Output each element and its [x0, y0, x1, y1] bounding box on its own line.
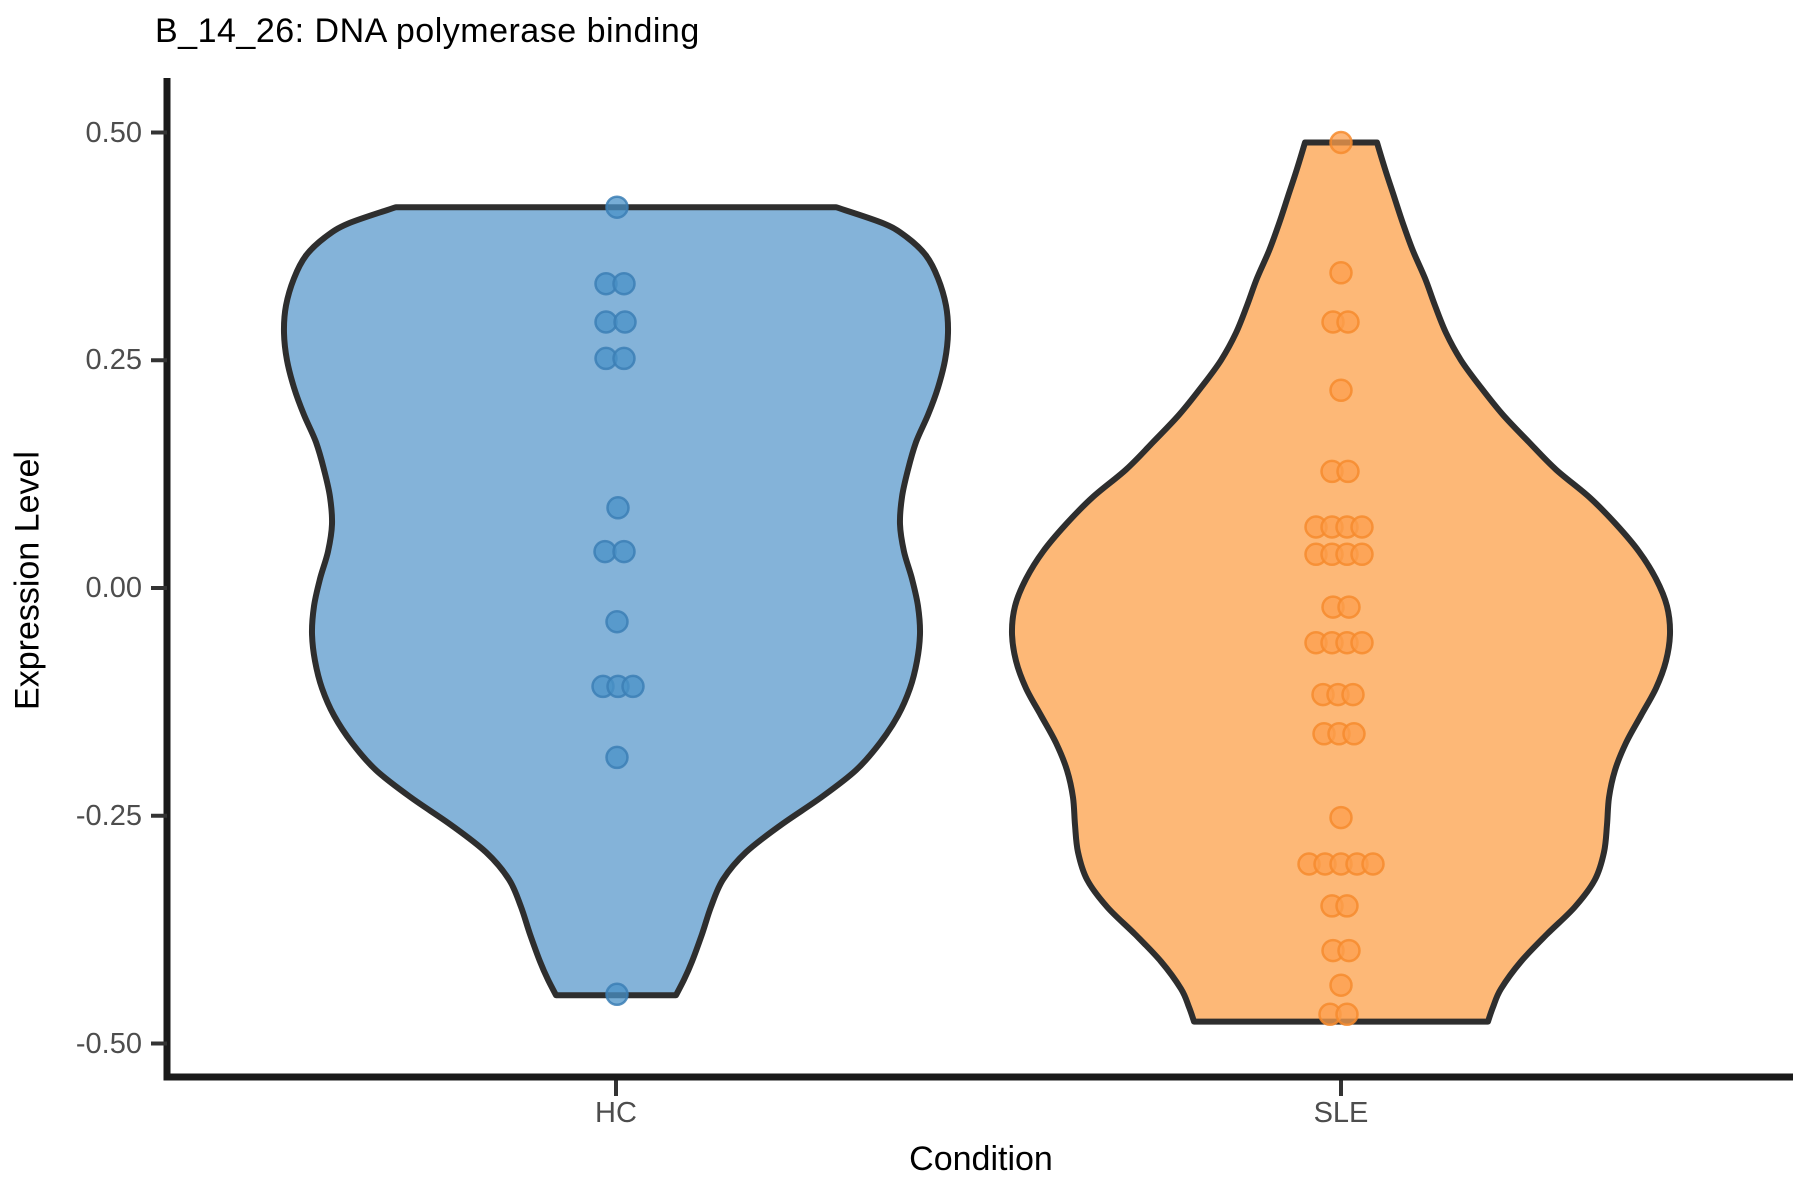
data-point-hc	[612, 539, 636, 564]
y-tick-label: 0.50	[85, 116, 142, 149]
data-point-sle	[1329, 378, 1353, 403]
y-tick-label: -0.50	[75, 1027, 142, 1060]
data-point-hc	[605, 982, 629, 1007]
data-point-sle	[1329, 973, 1353, 997]
data-point-sle	[1350, 542, 1374, 567]
data-point-sle	[1350, 515, 1374, 539]
data-point-sle	[1337, 938, 1361, 963]
data-point-sle	[1336, 459, 1360, 484]
data-point-sle	[1335, 894, 1359, 918]
y-tick-label: -0.25	[75, 799, 142, 832]
data-point-hc	[606, 496, 630, 520]
data-point-hc	[613, 310, 637, 334]
data-point-hc	[605, 195, 629, 219]
x-axis-title: Condition	[909, 1140, 1053, 1178]
y-tick-label: 0.25	[85, 344, 142, 377]
data-point-sle	[1335, 1002, 1359, 1027]
data-point-sle	[1350, 630, 1374, 655]
data-point-sle	[1329, 261, 1353, 285]
data-point-hc	[612, 346, 636, 371]
chart-title: B_14_26: DNA polymerase binding	[155, 12, 700, 50]
data-point-sle	[1361, 852, 1385, 876]
data-point-sle	[1329, 130, 1353, 155]
data-point-hc	[605, 609, 629, 634]
data-point-sle	[1337, 595, 1361, 619]
data-point-sle	[1341, 682, 1365, 707]
data-point-hc	[621, 674, 645, 699]
data-point-sle	[1329, 805, 1353, 830]
violin-sle	[1008, 139, 1674, 1025]
data-point-sle	[1342, 722, 1366, 746]
violin-hc	[280, 204, 952, 999]
x-tick-label-sle: SLE	[1313, 1097, 1369, 1129]
y-tick-label: 0.00	[85, 572, 142, 604]
data-point-hc	[612, 271, 636, 296]
data-point-sle	[1336, 310, 1360, 334]
x-tick-label-hc: HC	[595, 1097, 637, 1129]
data-point-hc	[605, 745, 629, 770]
